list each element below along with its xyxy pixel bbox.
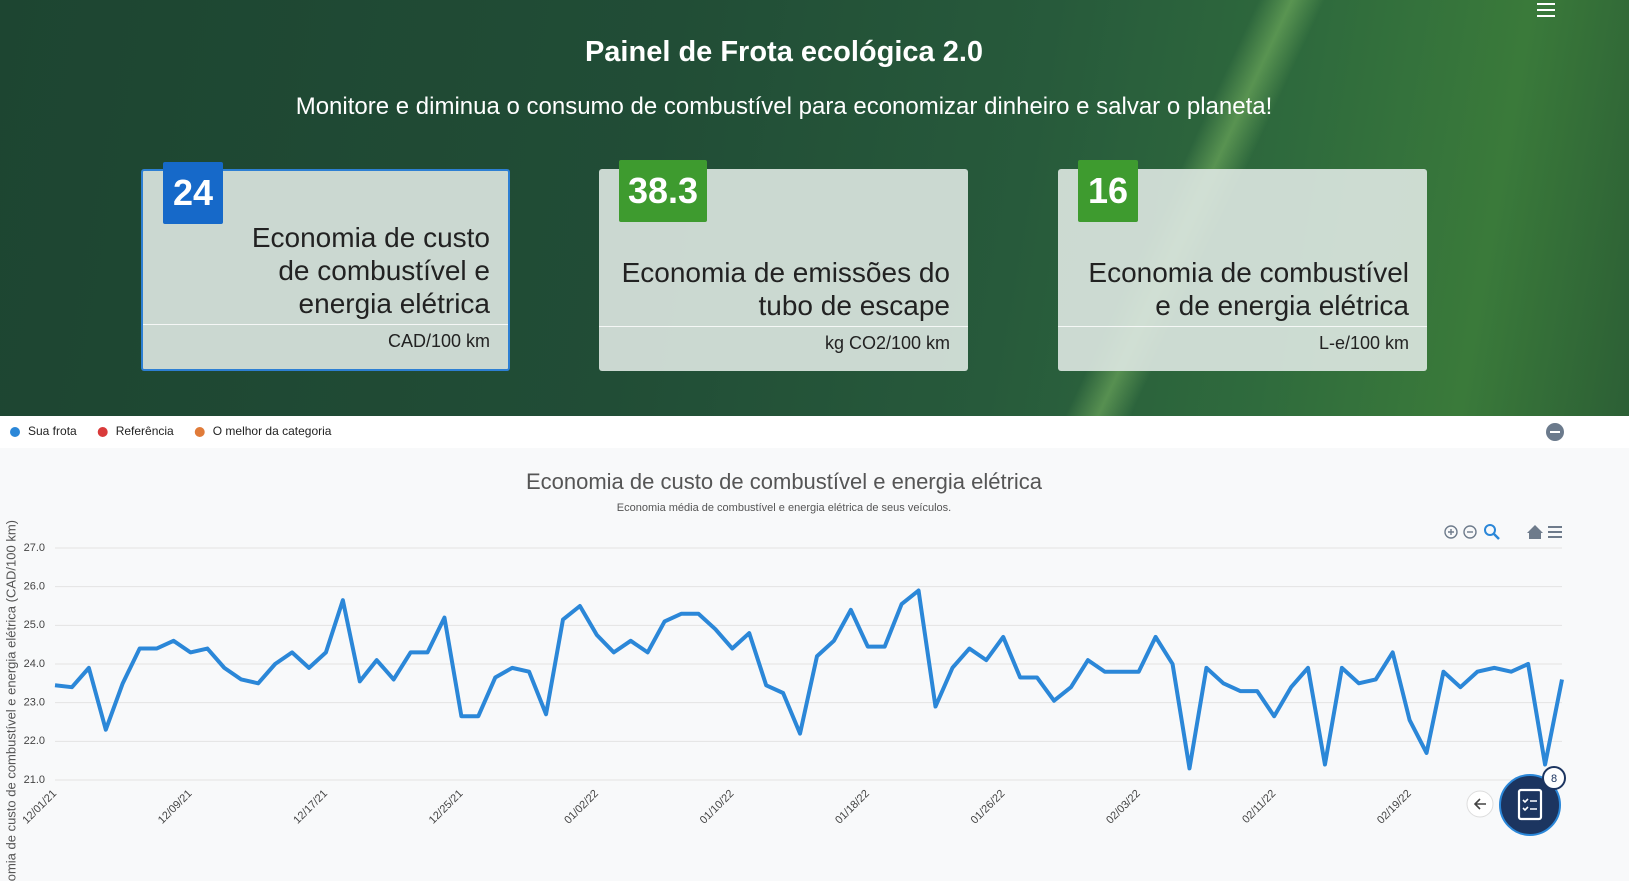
kpi-value: 38.3 xyxy=(619,160,708,222)
tasks-icon-lines xyxy=(1522,798,1537,812)
y-tick-label: 22.0 xyxy=(24,735,45,747)
chart: Economia de custo de combustível e energ… xyxy=(0,423,1629,881)
y-tick-label: 25.0 xyxy=(24,619,45,631)
divider xyxy=(1058,326,1427,327)
kpi-unit: L-e/100 km xyxy=(1318,333,1409,353)
page-title: Painel de Frota ecológica 2.0 xyxy=(584,36,984,68)
chart-subtitle: Economia média de combustível e energia … xyxy=(617,502,951,514)
kpi-value: 16 xyxy=(1078,160,1138,222)
legend-marker xyxy=(194,427,205,437)
legend-label: Referência xyxy=(116,424,174,438)
notification-count: 8 xyxy=(1551,773,1557,785)
legend-label: O melhor da categoria xyxy=(213,424,332,438)
chart-menu[interactable] xyxy=(1548,526,1562,538)
tasks-icon xyxy=(1517,788,1543,821)
toolbar xyxy=(1444,524,1562,540)
tasks-button[interactable] xyxy=(1499,774,1561,836)
kpi-label: Economia de custo de combustível e energ… xyxy=(251,222,490,319)
series-line xyxy=(54,588,1564,771)
zoom-select-icon xyxy=(1493,533,1500,540)
kpi-value: 24 xyxy=(163,162,223,224)
legend-marker xyxy=(10,427,20,437)
kpi-card[interactable]: 38.3 Economia de emissões do tubo de esc… xyxy=(599,160,968,371)
kpi-card[interactable]: 16 Economia de combustível e de energia … xyxy=(1058,160,1427,371)
chart-title: Economia de custo de combustível e energ… xyxy=(526,469,1043,494)
kpi-label: Economia de combustível e de energia elé… xyxy=(1088,257,1409,321)
legend-label: Sua frota xyxy=(28,424,77,438)
hero: Painel de Frota ecológica 2.0 Monitore e… xyxy=(0,0,1629,416)
y-axis-label: Economia de custo de combustível e energ… xyxy=(3,520,18,881)
kpi-card[interactable]: 24 Economia de custo de combustível e en… xyxy=(141,162,510,371)
zoom-in[interactable] xyxy=(1444,525,1458,539)
y-tick-label: 23.0 xyxy=(24,697,45,709)
back-icon xyxy=(1473,798,1486,810)
divider xyxy=(143,324,508,325)
menu-button[interactable] xyxy=(1537,3,1555,21)
kpi-unit: kg CO2/100 km xyxy=(824,333,950,353)
notification-badge xyxy=(1542,766,1566,790)
reset-zoom[interactable] xyxy=(1527,525,1543,539)
divider xyxy=(599,326,968,327)
zoom-out[interactable] xyxy=(1463,525,1477,539)
y-tick-label: 21.0 xyxy=(24,774,45,786)
y-tick-label: 27.0 xyxy=(24,542,45,554)
page-subtitle: Monitore e diminua o consumo de combustí… xyxy=(295,93,1273,120)
zoom-in-icon xyxy=(1448,529,1454,535)
y-tick-label: 24.0 xyxy=(24,658,45,670)
y-tick-label: 26.0 xyxy=(24,581,45,593)
kpi-label: Economia de emissões do tubo de escape xyxy=(621,257,950,321)
legend-marker xyxy=(97,427,108,437)
zoom-select[interactable] xyxy=(1484,524,1496,536)
kpi-unit: CAD/100 km xyxy=(387,331,490,351)
